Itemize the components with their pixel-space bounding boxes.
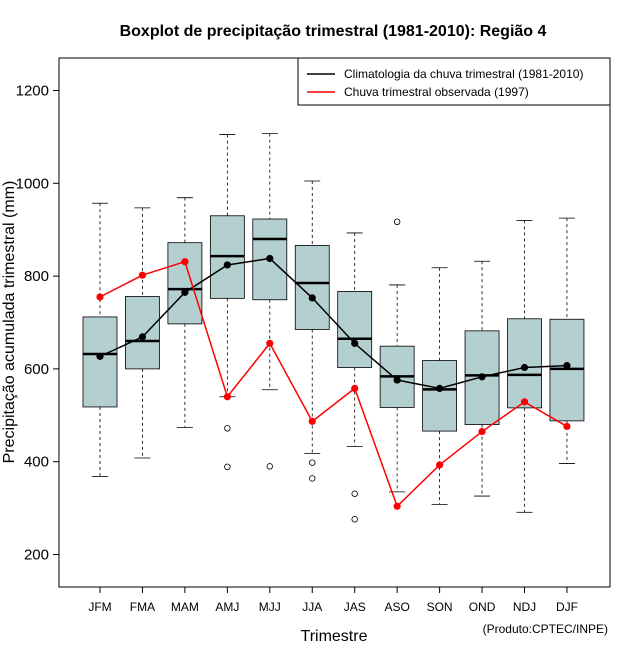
x-tick-label: MJJ — [259, 600, 281, 614]
y-tick-label: 400 — [24, 454, 49, 471]
outlier-point — [309, 459, 316, 466]
outlier-point — [393, 218, 401, 226]
box-iqr — [337, 291, 373, 368]
observed-point — [393, 502, 401, 510]
x-tick-label: ASO — [384, 600, 409, 614]
observed-point — [266, 339, 274, 347]
x-axis-label: Trimestre — [301, 628, 368, 645]
y-axis: 200 400 600 800 1000 1200 — [16, 82, 59, 564]
x-tick-label: DJF — [556, 600, 578, 614]
legend-label-climatology: Climatologia da chuva trimestral (1981-2… — [344, 67, 583, 81]
observed-point — [181, 258, 189, 266]
x-tick-label: JJA — [302, 600, 322, 614]
climatology-point — [478, 373, 486, 381]
legend: Climatologia da chuva trimestral (1981-2… — [297, 57, 611, 106]
climatology-point — [351, 339, 359, 347]
x-axis: JFM FMA MAM AMJ MJJ JJA JAS ASO SON OND NDJ DJF — [88, 587, 578, 614]
y-tick-label: 800 — [24, 268, 49, 285]
box-djf — [549, 217, 585, 464]
y-axis-label: Precipitação acumulada trimestral (mm) — [1, 181, 18, 464]
series-layer — [96, 254, 571, 510]
observed-point — [223, 393, 231, 401]
y-tick-label: 600 — [24, 361, 49, 378]
y-tick-label: 1000 — [16, 175, 49, 192]
observed-point — [308, 417, 316, 425]
y-tick-label: 1200 — [16, 82, 49, 99]
x-tick-label: MAM — [171, 600, 199, 614]
product-credit: (Produto:CPTEC/INPE) — [483, 622, 608, 636]
x-tick-label: OND — [469, 600, 496, 614]
climatology-point — [96, 352, 104, 360]
series-line-observed — [99, 260, 568, 508]
observed-point — [351, 384, 359, 392]
outlier-point — [309, 475, 316, 482]
climatology-point — [181, 288, 189, 296]
climatology-point — [436, 384, 444, 392]
box-aso — [379, 218, 415, 493]
climatology-point — [393, 376, 401, 384]
observed-point — [96, 293, 104, 301]
y-tick-label: 200 — [24, 547, 49, 564]
x-tick-label: JFM — [88, 600, 111, 614]
climatology-point — [563, 362, 571, 370]
x-tick-label: JAS — [344, 600, 366, 614]
box-mam — [167, 197, 203, 428]
legend-label-observed: Chuva trimestral observada (1997) — [344, 85, 529, 99]
observed-point — [436, 461, 444, 469]
observed-point — [478, 427, 486, 436]
box-iqr — [422, 360, 458, 432]
observed-point — [563, 422, 571, 431]
legend-box — [297, 57, 611, 106]
x-tick-label: AMJ — [215, 600, 239, 614]
box-iqr — [507, 318, 542, 409]
box-jja — [294, 180, 330, 482]
box-amj — [209, 134, 245, 471]
outlier-point — [266, 463, 273, 470]
chart-title: Boxplot de precipitação trimestral (1981… — [120, 23, 547, 40]
climatology-point — [223, 261, 231, 269]
climatology-point — [520, 363, 529, 372]
box-iqr — [82, 316, 118, 408]
x-tick-label: NDJ — [513, 600, 536, 614]
x-tick-label: FMA — [130, 600, 155, 614]
observed-point — [138, 271, 147, 279]
box-mjj — [252, 133, 288, 470]
outlier-point — [351, 490, 358, 497]
outlier-point — [224, 463, 231, 471]
box-iqr — [125, 296, 160, 370]
box-jas — [337, 232, 373, 523]
x-tick-label: SON — [427, 600, 453, 614]
series-line-climatology — [99, 257, 567, 390]
climatology-point — [138, 333, 147, 341]
outlier-point — [351, 516, 358, 523]
box-iqr — [167, 242, 203, 325]
climatology-point — [266, 254, 274, 263]
box-fma — [125, 207, 160, 459]
box-ndj — [507, 220, 542, 513]
observed-point — [520, 398, 529, 406]
outlier-point — [224, 425, 231, 432]
climatology-point — [308, 294, 316, 302]
boxes-layer — [82, 133, 585, 523]
box-jfm — [82, 202, 118, 477]
